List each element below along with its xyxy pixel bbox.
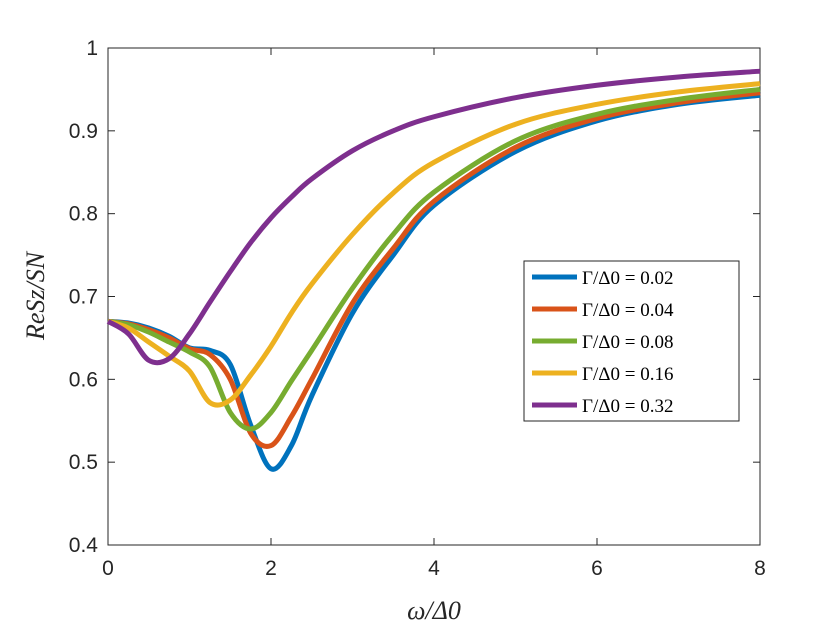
legend: Γ/Δ0 = 0.02 Γ/Δ0 = 0.04 Γ/Δ0 = 0.08 Γ/Δ0… (523, 260, 740, 422)
y-tick-label: 0.4 (69, 534, 99, 557)
legend-label-1: Γ/Δ0 = 0.04 (582, 300, 674, 321)
y-tick-label: 1 (86, 37, 98, 60)
series-line-4 (106, 68, 761, 366)
x-tick-label: 0 (102, 557, 114, 580)
legend-label-0: Γ/Δ0 = 0.02 (582, 268, 673, 289)
y-tick-label: 0.8 (69, 203, 98, 226)
y-tick-label: 0.6 (69, 368, 98, 391)
y-axis: 0.4 0.5 0.6 0.7 0.8 0.9 1 (69, 37, 760, 557)
series-line-2 (107, 86, 761, 432)
y-tick-label: 0.7 (69, 286, 98, 309)
legend-label-3: Γ/Δ0 = 0.16 (582, 364, 673, 385)
series-line-1 (107, 90, 761, 449)
x-axis: 0 2 4 6 8 (102, 48, 766, 580)
legend-label-2: Γ/Δ0 = 0.08 (582, 332, 673, 353)
series-lines (106, 68, 761, 472)
legend-label-4: Γ/Δ0 = 0.32 (582, 396, 673, 417)
x-axis-title: ω/Δ0 (407, 596, 461, 625)
x-tick-label: 2 (265, 557, 277, 580)
y-tick-label: 0.5 (69, 451, 98, 474)
y-axis-title: ReSz/SN (21, 250, 50, 341)
x-tick-label: 6 (591, 557, 603, 580)
y-tick-label: 0.9 (69, 120, 98, 143)
x-tick-label: 4 (428, 557, 440, 580)
x-tick-label: 8 (754, 557, 766, 580)
